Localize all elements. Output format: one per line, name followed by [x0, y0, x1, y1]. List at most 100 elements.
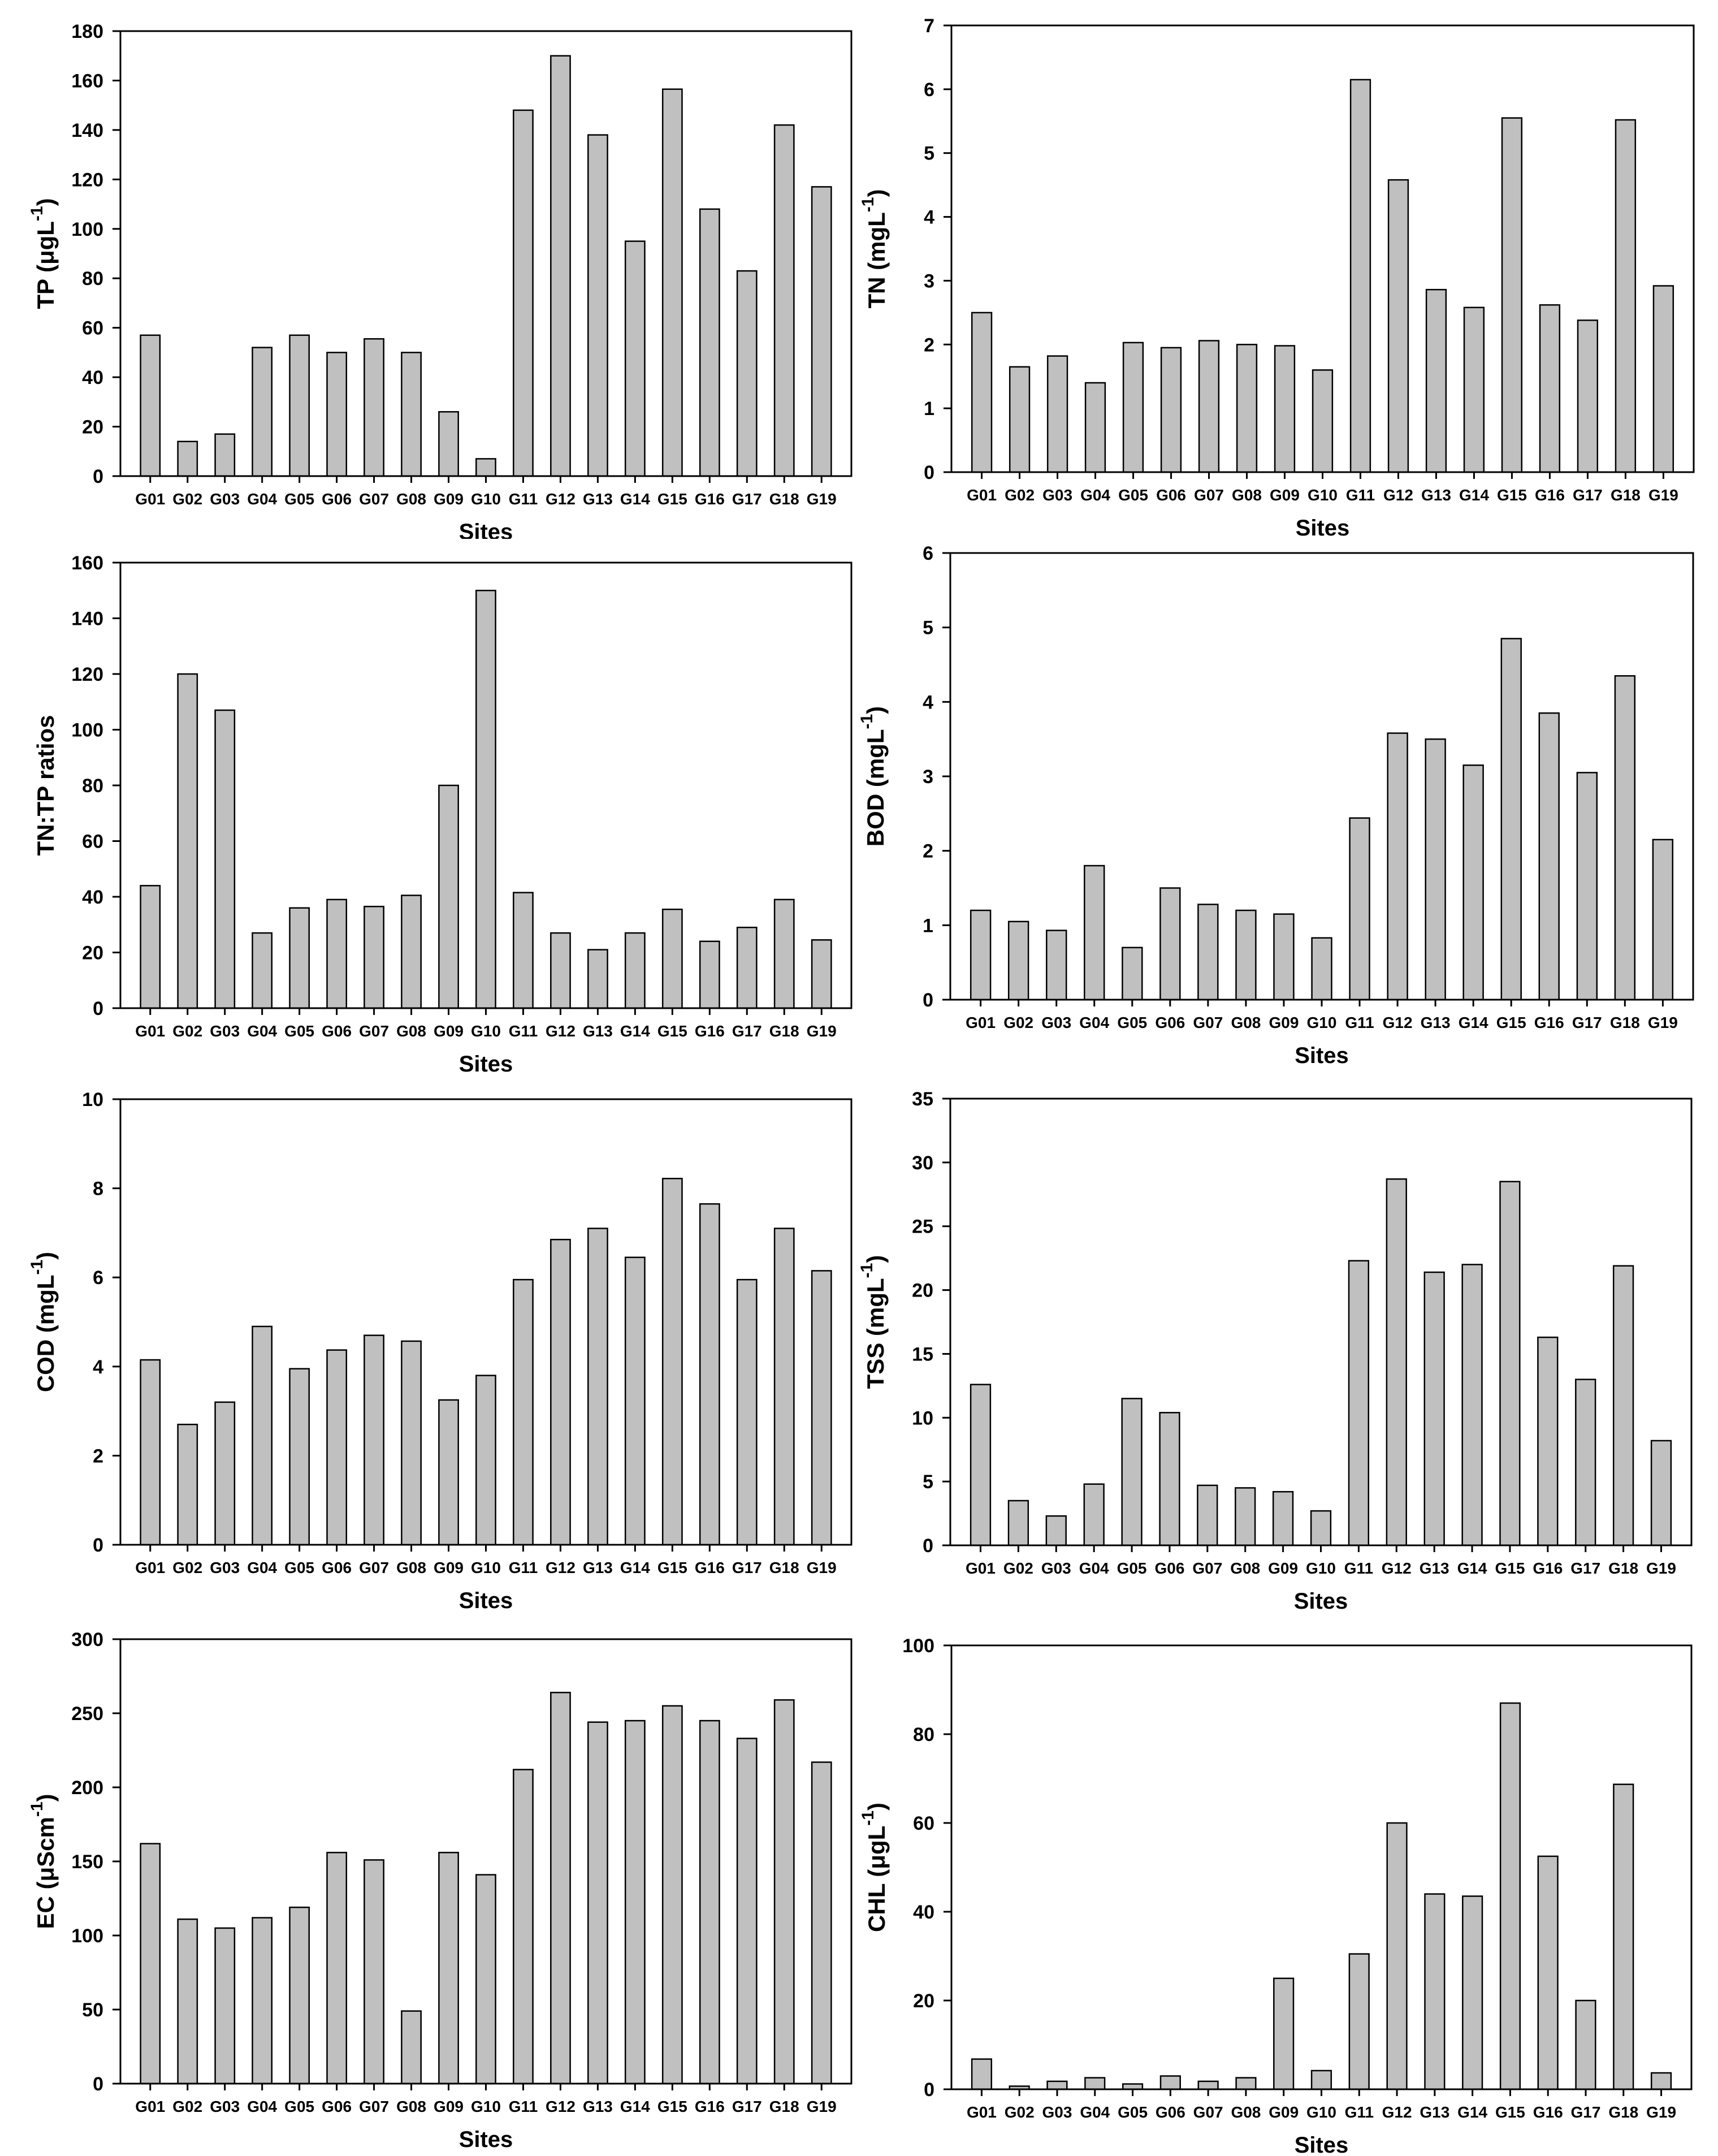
x-tick-label: G19: [1646, 2103, 1676, 2121]
y-tick-label: 2: [93, 1445, 103, 1467]
y-tick-label: 25: [912, 1216, 933, 1238]
y-tick-label: 300: [71, 1629, 103, 1651]
x-tick-label: G02: [1005, 2103, 1035, 2121]
chart-tn: 0 1 2 3 4 5 6 7 G01 G02 G03 G04 G05 G06 G07 G08 G09 G10 G1…: [859, 0, 1717, 539]
y-tick-label: 60: [82, 318, 103, 339]
x-tick-label: G02: [172, 1559, 202, 1576]
x-tick-label: G18: [769, 490, 799, 508]
x-tick-label: G07: [359, 490, 389, 508]
x-tick-label: G04: [1079, 1014, 1109, 1031]
bar-tss-g10: [1310, 1510, 1332, 1546]
bar-tn-g03: [1046, 355, 1068, 473]
x-tick-label: G19: [807, 1559, 837, 1576]
x-tick-label: G03: [210, 2098, 240, 2115]
y-tick-label: 4: [923, 692, 933, 713]
x-tick-label: G14: [1457, 2103, 1487, 2121]
x-tick-label: G07: [1193, 1014, 1223, 1031]
bar-chl-g06: [1159, 2075, 1181, 2090]
bar-cod-g08: [401, 1340, 422, 1546]
y-tick-label: 4: [93, 1356, 103, 1378]
bar-tntp-g06: [326, 898, 348, 1009]
x-tick-label: G07: [1194, 486, 1224, 504]
y-tick-label: 20: [82, 943, 103, 964]
x-tick-label: G03: [210, 1559, 240, 1576]
bar-tp-g03: [214, 433, 236, 477]
x-tick-label: G15: [1495, 2103, 1525, 2121]
x-tick-label: G04: [1080, 486, 1110, 504]
chart-svg-chl: 0 20 40 60 80 100 G01 G02 G03 G04 G05 G06 G07 G08 G09 G…: [859, 1635, 1693, 2155]
y-tick-label: 2: [924, 334, 934, 356]
y-tick-label: 80: [913, 1724, 934, 1745]
y-tick-label: 0: [924, 462, 934, 483]
chart-tp: 0 20 40 60 80 100 120 140 160 180 G01 G02 G03 G04 G05 G…: [0, 0, 859, 539]
bar-bod-g15: [1500, 638, 1522, 1001]
bar-tp-g05: [289, 334, 310, 477]
bar-cod-g07: [363, 1334, 384, 1546]
bar-tss-g11: [1348, 1260, 1370, 1546]
bar-ec-g06: [326, 1852, 348, 2085]
x-tick-label: G17: [732, 2098, 762, 2115]
chart-ec: 0 50 100 150 200 250 300 G01 G02 G03 G04 G05 G06 G07 G…: [0, 1617, 859, 2155]
bar-tn-g05: [1122, 342, 1144, 473]
x-tick-label: G15: [657, 490, 687, 508]
y-tick-label: 60: [82, 831, 103, 853]
x-axis-title: Sites: [1295, 2133, 1349, 2155]
y-tick-label: 200: [71, 1777, 103, 1799]
chart-svg-tntp: 0 20 40 60 80 100 120 140 160 G01 G02 G03 G04 G05 G06 G…: [32, 552, 852, 1077]
bar-cod-g15: [661, 1178, 683, 1546]
x-tick-label: G04: [247, 1559, 277, 1576]
x-tick-label: G11: [1344, 1559, 1373, 1577]
x-tick-label: G15: [1495, 1559, 1525, 1577]
x-tick-label: G07: [359, 2098, 389, 2115]
x-tick-label: G08: [1231, 1014, 1261, 1031]
x-tick-label: G05: [284, 2098, 314, 2115]
y-axis-title: BOD (mgL-1): [859, 706, 889, 846]
bar-tn-g04: [1084, 382, 1106, 473]
y-tick-label: 120: [71, 169, 103, 191]
bar-tn-g08: [1236, 344, 1258, 473]
bar-bod-g09: [1273, 913, 1295, 1001]
bar-tp-g11: [513, 109, 534, 477]
y-tick-label: 80: [82, 268, 103, 290]
y-tick-label: 20: [913, 1990, 934, 2012]
y-tick-label: 50: [82, 1999, 103, 2021]
x-tick-label: G15: [657, 1022, 687, 1040]
y-tick-label: 40: [913, 1902, 934, 1923]
bar-cod-g11: [513, 1278, 534, 1546]
x-tick-label: G10: [1306, 2103, 1336, 2121]
bar-tp-g04: [252, 347, 273, 477]
y-tick-label: 10: [82, 1089, 103, 1111]
bar-tntp-g04: [252, 932, 273, 1009]
bar-tntp-g07: [363, 905, 384, 1009]
y-tick-label: 120: [71, 664, 103, 685]
bar-chl-g14: [1462, 1895, 1483, 2090]
bar-bod-g05: [1122, 947, 1143, 1001]
y-tick-label: 100: [902, 1635, 934, 1657]
x-tick-label: G06: [1154, 1559, 1184, 1577]
bar-ec-g04: [252, 1917, 273, 2085]
bar-tss-g05: [1121, 1398, 1143, 1546]
bar-tntp-g05: [289, 907, 310, 1009]
x-tick-label: G05: [284, 490, 314, 508]
y-tick-label: 250: [71, 1703, 103, 1725]
bar-chl-g04: [1084, 2077, 1106, 2090]
bar-ec-g19: [811, 1761, 832, 2085]
bar-tp-g13: [587, 134, 608, 477]
bar-tntp-g16: [699, 940, 720, 1009]
bar-tntp-g15: [661, 908, 683, 1009]
bar-bod-g10: [1311, 937, 1332, 1001]
x-tick-label: G01: [966, 1014, 996, 1031]
bar-tp-g14: [624, 240, 646, 477]
bar-tss-g18: [1612, 1265, 1634, 1546]
bar-ec-g16: [699, 1719, 720, 2085]
bar-tss-g01: [970, 1384, 992, 1546]
bar-tn-g06: [1160, 347, 1182, 473]
bar-tss-g08: [1235, 1487, 1256, 1546]
bar-cod-g06: [326, 1349, 348, 1546]
x-tick-label: G04: [247, 1022, 277, 1040]
bar-chl-g10: [1310, 2069, 1332, 2090]
y-axis-title: TSS (mgL-1): [859, 1255, 889, 1389]
bar-cod-g12: [550, 1238, 571, 1546]
bar-cod-g03: [214, 1401, 236, 1546]
x-tick-label: G12: [546, 1559, 575, 1576]
